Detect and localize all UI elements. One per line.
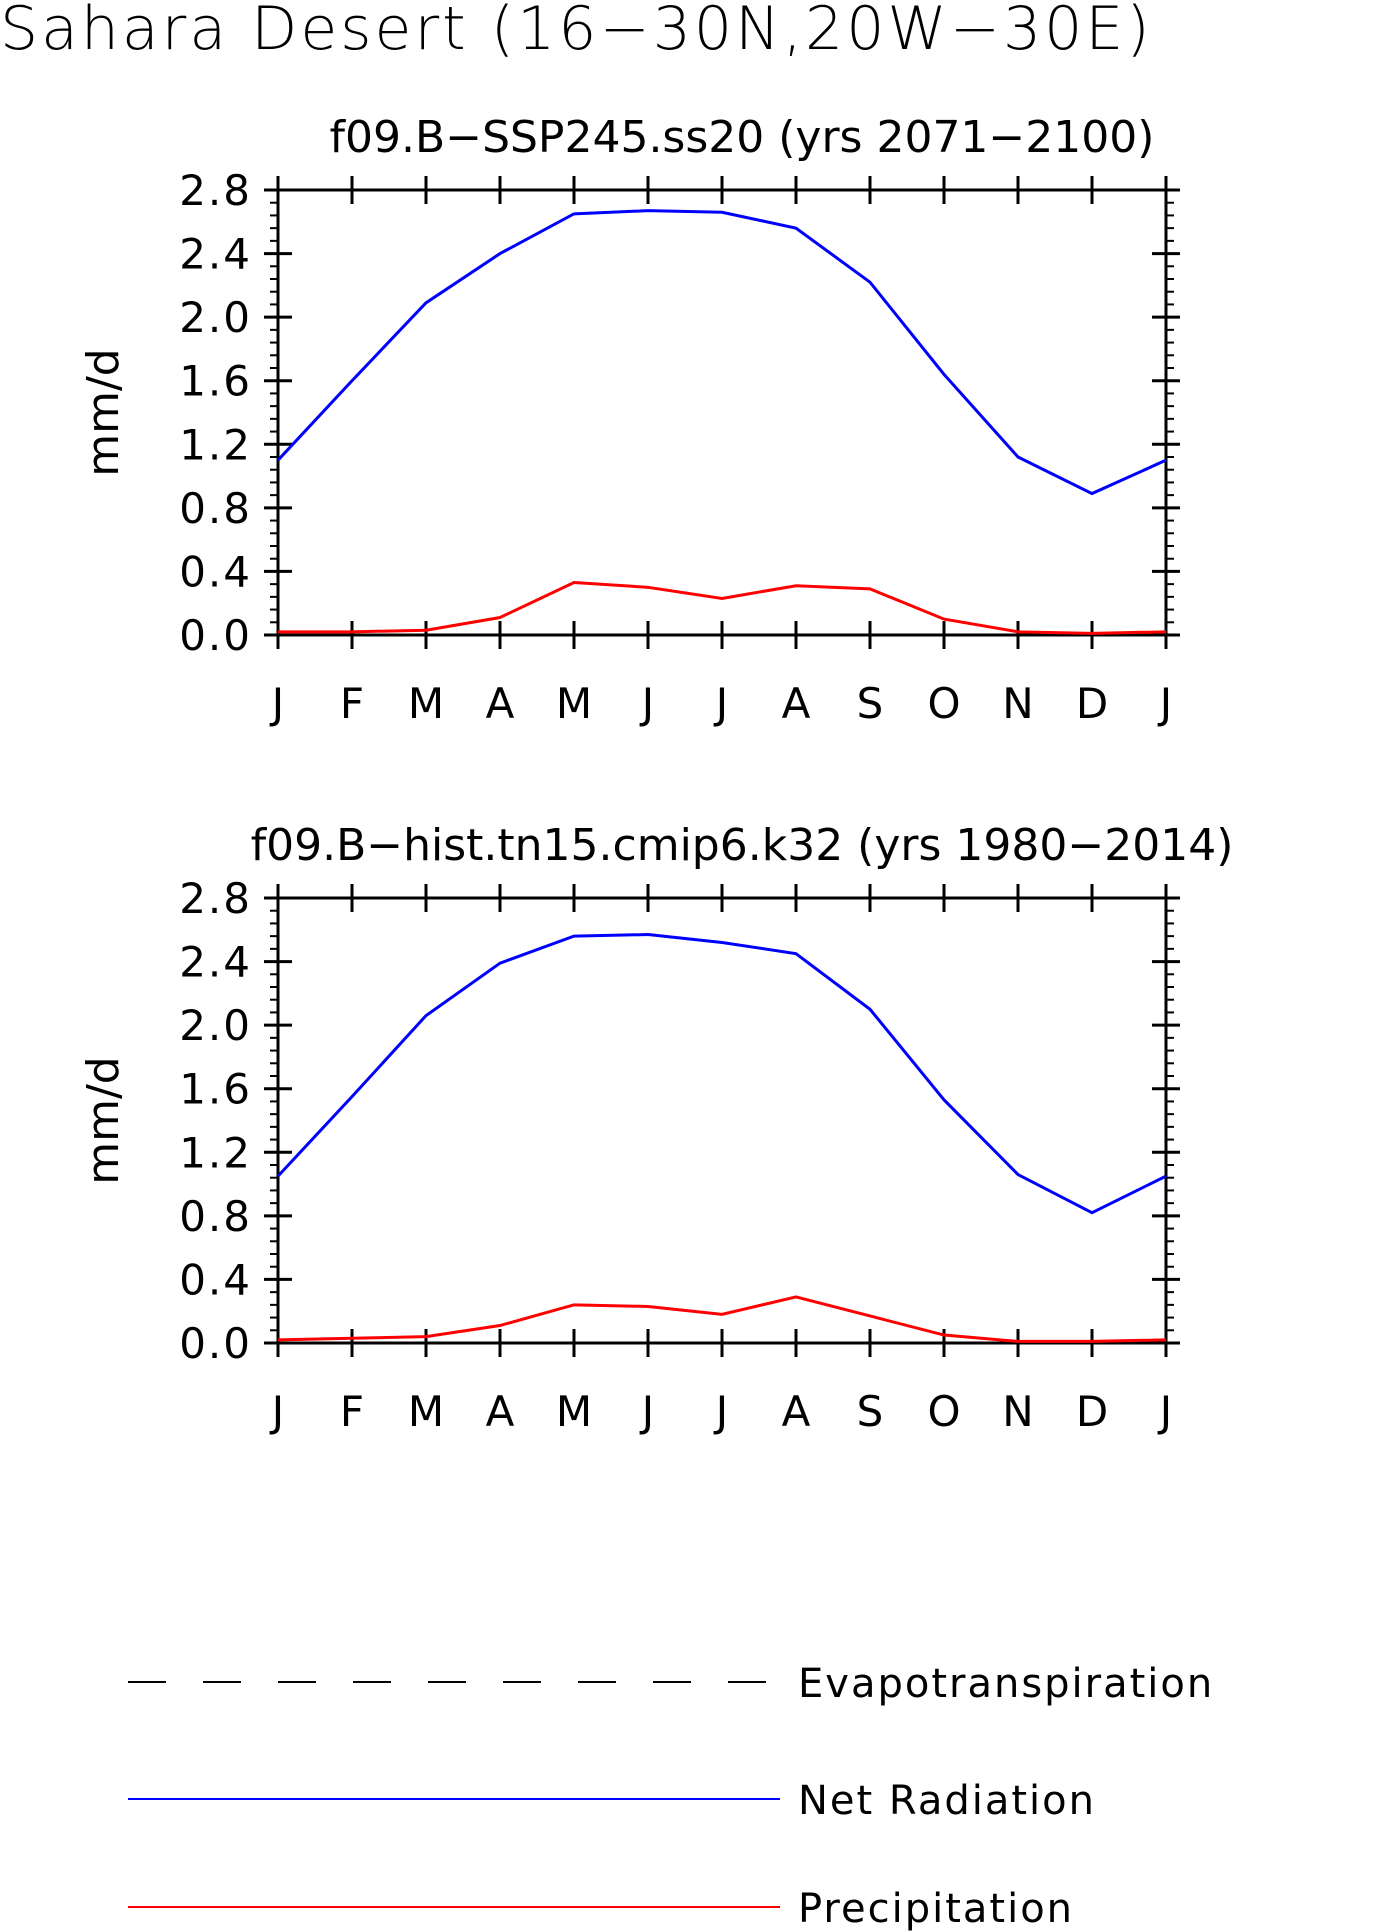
x-tick-label: F <box>340 679 364 728</box>
series-line-precipitation <box>277 1295 1167 1343</box>
x-tick-label: M <box>556 1387 592 1436</box>
y-axis-label: mm/d <box>78 1056 129 1184</box>
x-tick-label: J <box>639 679 654 728</box>
panel-title: f09.B−hist.tn15.cmip6.k32 (yrs 1980−2014… <box>251 820 1234 871</box>
y-tick-label: 1.6 <box>179 357 252 406</box>
y-tick-label: 1.2 <box>179 1128 252 1177</box>
x-tick-label: J <box>269 679 284 728</box>
y-axis-label: mm/d <box>78 348 129 476</box>
x-tick-label: M <box>556 679 592 728</box>
y-tick-label: 0.0 <box>179 1319 252 1368</box>
y-tick-label: 2.0 <box>179 1001 252 1050</box>
plot-frame <box>276 188 1168 637</box>
x-tick-label: S <box>857 679 884 728</box>
x-tick-label: F <box>340 1387 364 1436</box>
legend-label: Evapotranspiration <box>798 1661 1214 1707</box>
x-tick-label: A <box>486 679 515 728</box>
legend-label: Net Radiation <box>798 1778 1096 1824</box>
x-tick-label: N <box>1002 679 1033 728</box>
x-tick-label: J <box>1157 679 1172 728</box>
x-tick-label: S <box>857 1387 884 1436</box>
series-line-precipitation <box>278 581 1167 635</box>
figure-title: Sahara Desert (16−30N,20W−30E) <box>0 0 1153 64</box>
y-tick-label: 2.4 <box>179 938 252 987</box>
panel-title: f09.B−SSP245.ss20 (yrs 2071−2100) <box>330 112 1155 163</box>
y-tick-label: 2.0 <box>179 293 252 342</box>
y-tick-label: 2.8 <box>179 874 252 923</box>
x-tick-label: A <box>782 1387 811 1436</box>
x-tick-label: A <box>486 1387 515 1436</box>
series-line-net-radiation <box>276 933 1167 1215</box>
x-tick-label: A <box>782 679 811 728</box>
x-tick-label: J <box>269 1387 284 1436</box>
x-tick-label: D <box>1076 679 1108 728</box>
legend: Evapotranspiration Net Radiation Precipita… <box>128 1661 1214 1931</box>
y-tick-label: 0.8 <box>179 1192 252 1241</box>
x-tick-label: O <box>927 1387 960 1436</box>
y-tick-label: 0.4 <box>179 1255 252 1304</box>
panel-historical: f09.B−hist.tn15.cmip6.k32 (yrs 1980−2014… <box>78 820 1233 1436</box>
y-tick-label: 2.8 <box>179 166 252 215</box>
y-tick-label: 0.4 <box>179 547 252 596</box>
series-line-net-radiation <box>276 209 1167 496</box>
x-tick-label: D <box>1076 1387 1108 1436</box>
x-tick-label: J <box>713 1387 728 1436</box>
x-tick-label: O <box>927 679 960 728</box>
y-tick-label: 0.0 <box>179 611 252 660</box>
y-tick-label: 1.2 <box>179 420 252 469</box>
x-tick-label: J <box>713 679 728 728</box>
y-tick-label: 2.4 <box>179 230 252 279</box>
legend-label: Precipitation <box>798 1886 1074 1931</box>
x-tick-label: M <box>408 679 444 728</box>
panel-ssp245: f09.B−SSP245.ss20 (yrs 2071−2100) mm/d 0.0… <box>78 112 1180 728</box>
y-tick-label: 1.6 <box>179 1065 252 1114</box>
x-tick-label: N <box>1002 1387 1033 1436</box>
plot-frame <box>276 896 1168 1345</box>
y-tick-label: 0.8 <box>179 484 252 533</box>
x-tick-label: J <box>1157 1387 1172 1436</box>
x-tick-label: J <box>639 1387 654 1436</box>
x-tick-label: M <box>408 1387 444 1436</box>
